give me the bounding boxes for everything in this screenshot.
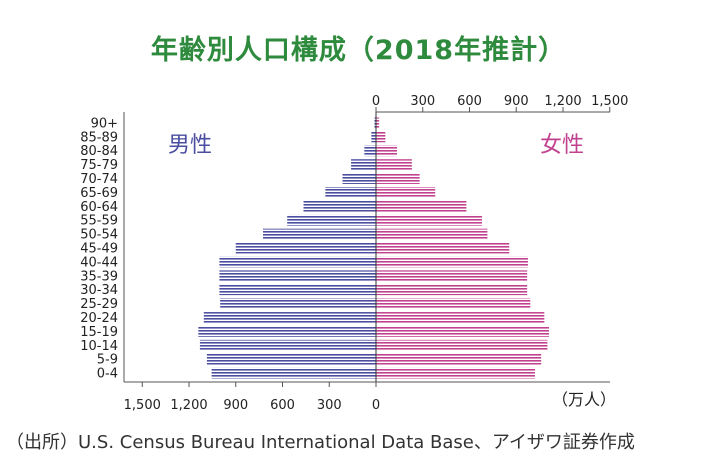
bar-male-90+: [374, 117, 376, 129]
bar-male-80-84: [364, 145, 376, 157]
bar-male-50-54: [263, 228, 376, 240]
bar-female-85-89: [376, 131, 386, 143]
age-label: 70-74: [80, 172, 118, 187]
age-label: 85-89: [80, 130, 118, 145]
bar-male-30-34: [219, 284, 376, 296]
bar-female-15-19: [376, 325, 549, 337]
bar-male-35-39: [219, 270, 376, 282]
age-label: 10-14: [80, 339, 118, 354]
age-label: 75-79: [80, 158, 118, 173]
tick-label-bottom: 1,200: [170, 398, 207, 413]
bar-female-75-79: [376, 159, 412, 171]
age-label: 55-59: [80, 214, 118, 229]
tick-label-top: 1,200: [544, 94, 581, 109]
age-label: 50-54: [80, 228, 118, 243]
age-label: 35-39: [80, 269, 118, 284]
bar-female-30-34: [376, 284, 528, 296]
bar-female-35-39: [376, 270, 528, 282]
bars-group: [198, 117, 549, 379]
age-label: 45-49: [80, 242, 118, 257]
bar-female-55-59: [376, 214, 482, 226]
bar-male-70-74: [342, 173, 376, 184]
unit-label: （万人）: [552, 390, 616, 409]
age-label: 15-19: [80, 325, 118, 340]
bar-female-80-84: [376, 145, 398, 157]
bar-female-90+: [376, 117, 380, 129]
age-label: 60-64: [80, 200, 118, 215]
age-label: 25-29: [80, 297, 118, 312]
bar-female-50-54: [376, 228, 488, 240]
bar-male-40-44: [219, 256, 376, 268]
legend-male: 男性: [168, 133, 212, 158]
legend-female: 女性: [540, 133, 584, 158]
bar-female-20-24: [376, 312, 545, 323]
bar-female-45-49: [376, 242, 510, 254]
age-label: 20-24: [80, 311, 118, 326]
age-label: 30-34: [80, 283, 118, 298]
bar-male-20-24: [203, 312, 376, 323]
bar-female-10-14: [376, 339, 548, 351]
labels-group: 0-45-910-1415-1920-2425-2930-3435-3940-4…: [80, 94, 628, 413]
bar-male-15-19: [198, 325, 376, 337]
bar-male-60-64: [303, 200, 376, 212]
age-label: 0-4: [97, 367, 118, 382]
bar-male-5-9: [206, 353, 376, 365]
source-note: （出所）U.S. Census Bureau International Dat…: [6, 432, 635, 453]
tick-label-top: 0: [372, 94, 380, 109]
bar-female-0-4: [376, 367, 535, 379]
bar-male-45-49: [235, 242, 376, 254]
tick-label-top: 600: [457, 94, 482, 109]
age-label: 5-9: [97, 353, 118, 368]
axes-group: [123, 107, 611, 387]
bar-female-5-9: [376, 353, 542, 365]
bar-female-40-44: [376, 256, 528, 268]
age-label: 65-69: [80, 186, 118, 201]
tick-label-top: 300: [410, 94, 435, 109]
chart-title: 年齢別人口構成（2018年推計）: [150, 35, 567, 66]
bar-female-70-74: [376, 173, 420, 184]
age-label: 80-84: [80, 144, 118, 159]
bar-female-65-69: [376, 187, 436, 198]
tick-label-bottom: 0: [372, 398, 380, 413]
age-label: 90+: [91, 116, 118, 131]
bar-male-25-29: [220, 298, 376, 309]
tick-label-bottom: 600: [270, 398, 295, 413]
tick-label-bottom: 900: [223, 398, 248, 413]
bar-male-85-89: [371, 131, 376, 143]
bar-male-0-4: [211, 367, 376, 379]
tick-label-bottom: 300: [317, 398, 342, 413]
bar-male-65-69: [325, 187, 376, 198]
age-label: 40-44: [80, 255, 118, 270]
bar-male-10-14: [199, 339, 376, 351]
bar-male-55-59: [287, 214, 376, 226]
bar-male-75-79: [351, 159, 376, 171]
bar-female-60-64: [376, 200, 467, 212]
tick-label-top: 1,500: [591, 94, 628, 109]
tick-label-bottom: 1,500: [124, 398, 161, 413]
bar-female-25-29: [376, 298, 531, 309]
tick-label-top: 900: [504, 94, 529, 109]
